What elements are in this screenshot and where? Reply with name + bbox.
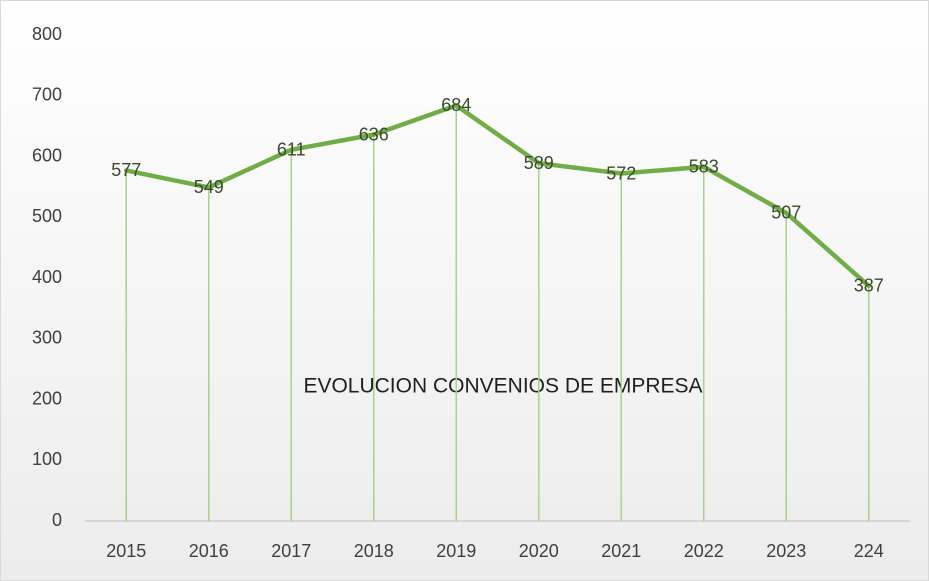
y-tick-label: 400 bbox=[32, 267, 62, 287]
y-tick-label: 700 bbox=[32, 85, 62, 105]
x-tick-label: 2017 bbox=[271, 541, 311, 561]
data-label: 684 bbox=[441, 95, 471, 115]
data-label: 583 bbox=[689, 157, 719, 177]
x-tick-label: 2016 bbox=[189, 541, 229, 561]
data-label: 387 bbox=[854, 276, 884, 296]
data-label: 636 bbox=[359, 124, 389, 144]
y-tick-label: 0 bbox=[52, 510, 62, 530]
data-label: 589 bbox=[524, 153, 554, 173]
data-label: 577 bbox=[111, 160, 141, 180]
series-line bbox=[124, 103, 871, 289]
y-tick-label: 300 bbox=[32, 328, 62, 348]
y-tick-label: 800 bbox=[32, 24, 62, 44]
data-label: 549 bbox=[194, 177, 224, 197]
data-label: 507 bbox=[771, 203, 801, 223]
y-tick-label: 100 bbox=[32, 449, 62, 469]
y-tick-label: 500 bbox=[32, 206, 62, 226]
y-tick-label: 600 bbox=[32, 145, 62, 165]
data-label: 611 bbox=[277, 140, 306, 160]
x-tick-label: 224 bbox=[854, 541, 884, 561]
chart-title: EVOLUCION CONVENIOS DE EMPRESA bbox=[303, 375, 702, 398]
x-tick-label: 2018 bbox=[354, 541, 394, 561]
x-tick-label: 2020 bbox=[519, 541, 559, 561]
data-label: 572 bbox=[606, 163, 636, 183]
x-tick-label: 2019 bbox=[436, 541, 476, 561]
x-tick-label: 2023 bbox=[766, 541, 806, 561]
x-tick-label: 2015 bbox=[106, 541, 146, 561]
y-tick-label: 200 bbox=[32, 388, 62, 408]
x-tick-label: 2021 bbox=[601, 541, 641, 561]
x-tick-label: 2022 bbox=[684, 541, 724, 561]
